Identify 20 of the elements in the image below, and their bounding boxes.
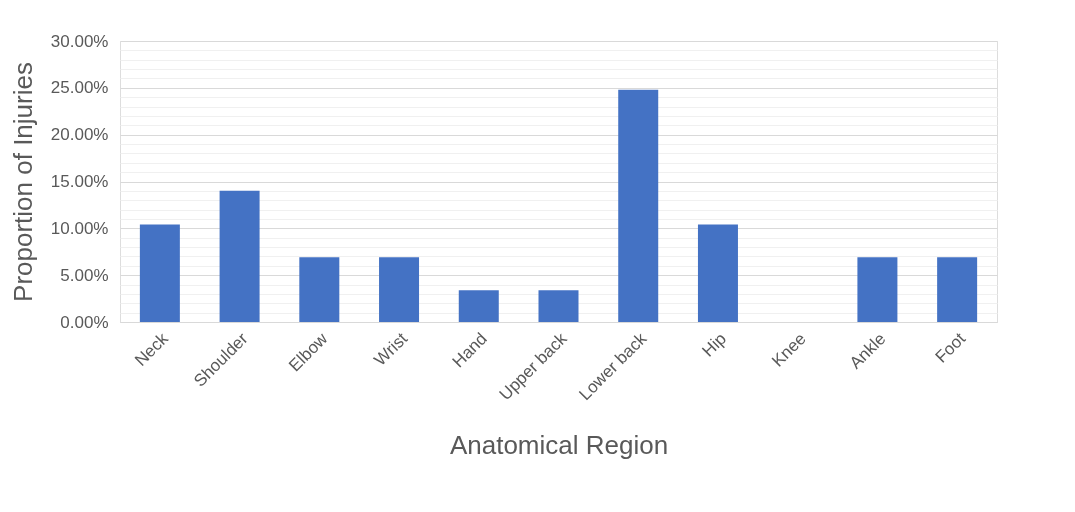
y-axis-title: Proportion of Injuries xyxy=(7,62,38,302)
bar xyxy=(299,257,340,322)
bar xyxy=(219,190,260,322)
x-axis-title: Anatomical Region xyxy=(449,430,669,461)
bar xyxy=(618,89,659,322)
bar xyxy=(857,257,898,322)
y-tick-label: 5.00% xyxy=(60,265,109,285)
y-tick-label: 15.00% xyxy=(50,172,109,191)
bar xyxy=(458,290,499,322)
y-tick-label: 25.00% xyxy=(50,78,109,98)
bar xyxy=(139,224,180,322)
x-tick-label: Hip xyxy=(698,329,730,361)
bar xyxy=(937,257,978,322)
bar xyxy=(697,224,738,322)
bar xyxy=(379,257,420,322)
y-tick-label: 10.00% xyxy=(50,218,109,238)
y-tick-label: 20.00% xyxy=(50,125,109,145)
y-tick-label: 0.00% xyxy=(60,312,109,332)
bar xyxy=(538,290,579,322)
y-tick-label: 30.00% xyxy=(50,31,109,51)
